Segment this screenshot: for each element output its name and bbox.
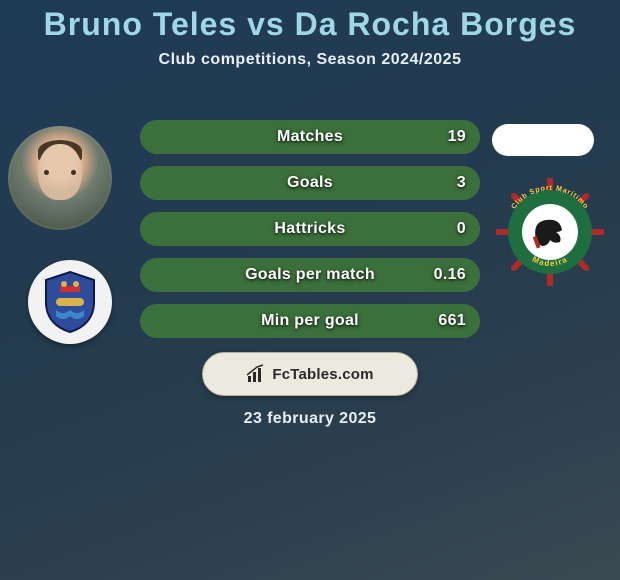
shield-icon (42, 270, 98, 334)
stat-label: Hattricks (274, 220, 345, 238)
page-title: Bruno Teles vs Da Rocha Borges (0, 0, 620, 43)
right-club-badge: Club Sport Marítimo Madeira (496, 178, 604, 286)
bar-chart-icon (246, 364, 266, 384)
brand-text: FcTables.com (272, 366, 373, 383)
stat-right-value: 661 (438, 312, 466, 330)
stats-container: Matches 19 Goals 3 Hattricks 0 Goals per match… (140, 120, 480, 338)
wheel-icon: Club Sport Marítimo Madeira (496, 178, 604, 286)
stat-right-value: 0 (457, 220, 466, 238)
stat-label: Min per goal (261, 312, 359, 330)
stat-pill: Goals per match 0.16 (140, 258, 480, 292)
stat-pill: Hattricks 0 (140, 212, 480, 246)
brand-box: FcTables.com (202, 352, 418, 396)
stat-right-value: 3 (457, 174, 466, 192)
footer-date: 23 february 2025 (0, 410, 620, 428)
left-club-badge (28, 260, 112, 344)
stat-right-value: 19 (448, 128, 466, 146)
right-player-avatar-placeholder (492, 124, 594, 156)
stat-label: Goals (287, 174, 333, 192)
stat-pill: Min per goal 661 (140, 304, 480, 338)
stat-pill: Matches 19 (140, 120, 480, 154)
page-subtitle: Club competitions, Season 2024/2025 (0, 51, 620, 69)
stat-label: Matches (277, 128, 343, 146)
stat-label: Goals per match (245, 266, 375, 284)
left-player-avatar (8, 126, 112, 230)
stat-pill: Goals 3 (140, 166, 480, 200)
stat-right-value: 0.16 (434, 266, 466, 284)
